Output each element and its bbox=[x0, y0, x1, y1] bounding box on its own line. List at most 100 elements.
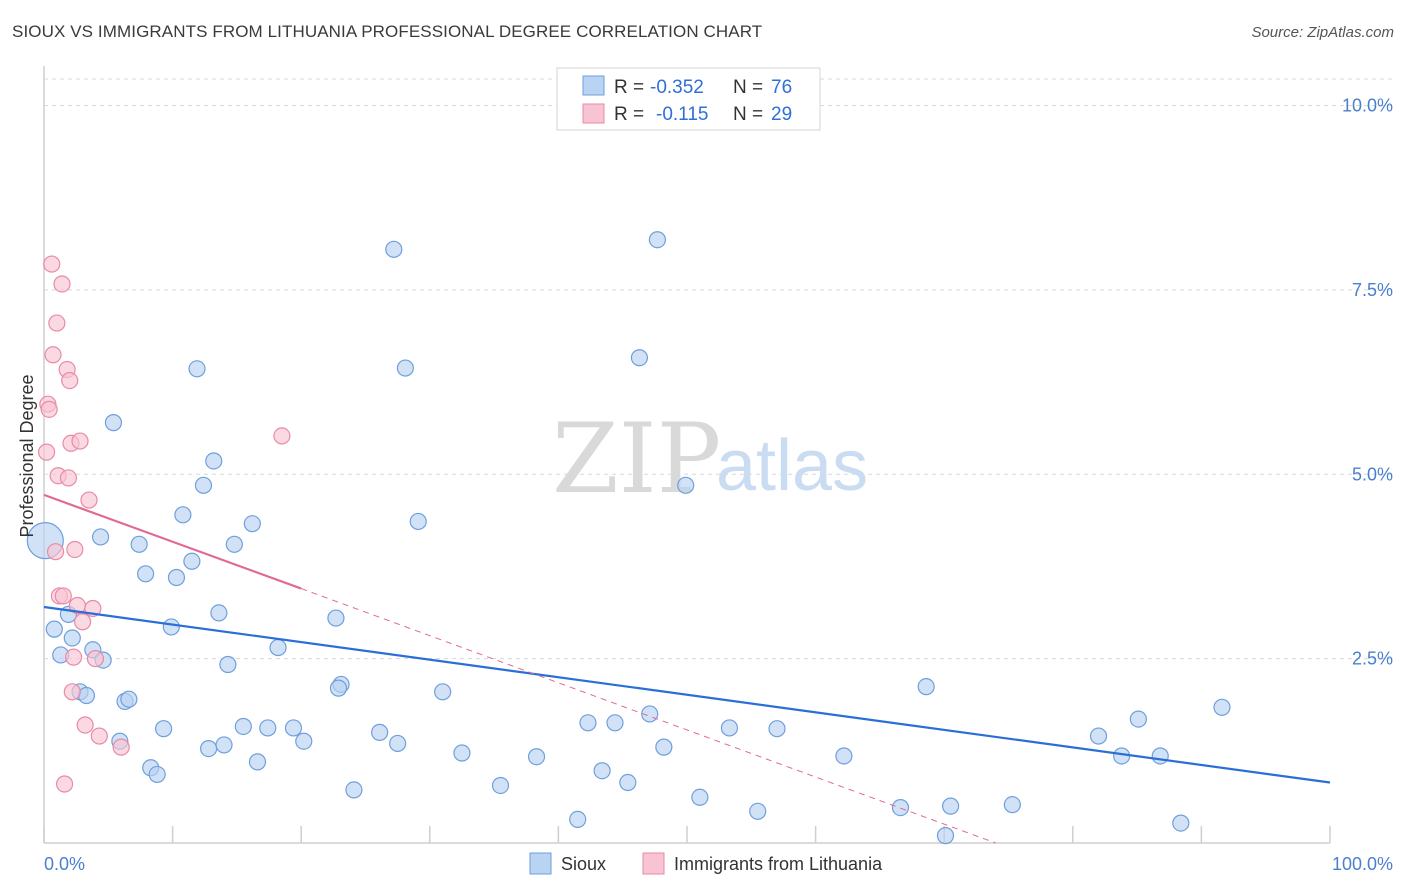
point-sioux-10 bbox=[104, 414, 123, 432]
y-tick-label-1: 5.0% bbox=[1352, 464, 1393, 484]
point-sioux-8 bbox=[91, 528, 110, 546]
point-sioux-44 bbox=[389, 734, 407, 753]
axes bbox=[43, 66, 1331, 844]
point-sioux-38 bbox=[327, 609, 345, 627]
point-sioux-14 bbox=[130, 535, 148, 553]
bottom-legend-swatch-sioux bbox=[529, 852, 552, 875]
point-lithuania-18 bbox=[66, 540, 84, 559]
point-sioux-15 bbox=[136, 565, 155, 583]
point-sioux-29 bbox=[219, 655, 237, 674]
bottom-legend-label-sioux: Sioux bbox=[561, 854, 606, 874]
point-lithuania-13 bbox=[59, 469, 78, 487]
point-sioux-48 bbox=[453, 744, 471, 762]
point-lithuania-16 bbox=[63, 683, 81, 701]
point-sioux-26 bbox=[205, 452, 223, 470]
point-sioux-47 bbox=[434, 683, 452, 701]
point-sioux-33 bbox=[248, 753, 267, 771]
point-sioux-34 bbox=[259, 719, 277, 737]
point-sioux-67 bbox=[917, 678, 935, 696]
point-sioux-17 bbox=[148, 765, 166, 784]
point-sioux-32 bbox=[243, 515, 261, 533]
bottom-legend-label-lithuania: Immigrants from Lithuania bbox=[674, 854, 883, 874]
point-sioux-19 bbox=[162, 618, 180, 636]
point-sioux-65 bbox=[835, 747, 853, 765]
point-sioux-55 bbox=[619, 773, 637, 792]
point-lithuania-10 bbox=[54, 587, 72, 605]
point-sioux-69 bbox=[942, 797, 960, 815]
point-sioux-70 bbox=[1003, 796, 1021, 814]
point-sioux-24 bbox=[194, 476, 213, 494]
point-lithuania-9 bbox=[53, 275, 71, 293]
point-sioux-59 bbox=[655, 738, 673, 756]
point-lithuania-6 bbox=[48, 314, 66, 332]
watermark: ZIP atlas bbox=[552, 403, 868, 515]
point-sioux-53 bbox=[593, 762, 611, 780]
legend-r-label-sioux: R = bbox=[614, 77, 644, 98]
point-lithuania-4 bbox=[44, 346, 62, 364]
point-sioux-13 bbox=[120, 690, 138, 708]
trend-line-lithuania-2 bbox=[301, 588, 996, 844]
point-lithuania-17 bbox=[64, 648, 83, 666]
legend-swatch-lithuania bbox=[582, 103, 605, 124]
point-sioux-42 bbox=[371, 723, 389, 741]
point-sioux-60 bbox=[677, 476, 695, 494]
point-sioux-76 bbox=[1213, 698, 1231, 716]
point-sioux-58 bbox=[648, 231, 667, 249]
point-sioux-63 bbox=[749, 802, 767, 820]
trend-line-lithuania-1 bbox=[43, 493, 302, 590]
bottom-legend-swatch-lithuania bbox=[642, 852, 665, 875]
point-sioux-36 bbox=[284, 719, 303, 737]
legend-r-label-lithuania: R = bbox=[614, 104, 644, 125]
point-sioux-61 bbox=[691, 788, 709, 806]
point-sioux-68 bbox=[936, 827, 955, 845]
point-sioux-62 bbox=[720, 719, 739, 737]
point-sioux-64 bbox=[768, 720, 786, 738]
point-sioux-50 bbox=[527, 748, 546, 766]
series-legend: Sioux Immigrants from Lithuania bbox=[529, 852, 883, 875]
point-sioux-74 bbox=[1151, 747, 1169, 765]
point-sioux-46 bbox=[409, 512, 427, 531]
point-sioux-56 bbox=[630, 349, 649, 367]
point-sioux-37 bbox=[295, 732, 313, 750]
point-sioux-71 bbox=[1089, 727, 1108, 745]
point-lithuania-26 bbox=[90, 727, 108, 745]
point-sioux-25 bbox=[200, 739, 218, 758]
point-lithuania-23 bbox=[80, 491, 98, 509]
point-sioux-28 bbox=[215, 736, 233, 754]
point-sioux-66 bbox=[891, 798, 910, 817]
legend-n-label-lithuania: N = bbox=[733, 104, 763, 125]
point-sioux-6 bbox=[77, 686, 96, 705]
x-tick-labels: 0.0% 100.0% bbox=[44, 854, 1393, 874]
y-tick-label-0: 2.5% bbox=[1352, 649, 1393, 669]
trend-lines bbox=[43, 493, 1331, 844]
point-sioux-52 bbox=[579, 714, 597, 732]
stats-legend: R = -0.352 N = 76 R = -0.115 N = 29 bbox=[556, 67, 821, 131]
point-sioux-35 bbox=[269, 638, 287, 657]
legend-r-value-sioux: -0.352 bbox=[650, 77, 704, 98]
point-lithuania-14 bbox=[61, 371, 79, 390]
legend-n-value-sioux: 76 bbox=[771, 77, 792, 98]
point-sioux-49 bbox=[491, 776, 510, 795]
point-sioux-22 bbox=[183, 552, 201, 570]
legend-r-value-lithuania: -0.115 bbox=[656, 104, 708, 125]
point-sioux-1 bbox=[45, 620, 63, 638]
point-lithuania-25 bbox=[86, 650, 105, 668]
point-lithuania-22 bbox=[76, 716, 94, 734]
point-sioux-27 bbox=[210, 604, 228, 622]
point-sioux-54 bbox=[606, 714, 624, 732]
point-sioux-30 bbox=[225, 535, 243, 553]
point-lithuania-5 bbox=[46, 543, 65, 561]
point-sioux-20 bbox=[167, 568, 186, 587]
point-lithuania-28 bbox=[273, 427, 291, 445]
point-sioux-51 bbox=[569, 810, 587, 829]
y-axis-title: Professional Degree bbox=[17, 374, 37, 537]
x-tick-label-max: 100.0% bbox=[1332, 854, 1393, 874]
point-lithuania-27 bbox=[112, 738, 130, 756]
y-tick-label-3: 10.0% bbox=[1342, 96, 1393, 116]
watermark-zip: ZIP bbox=[552, 403, 721, 515]
point-lithuania-0 bbox=[37, 443, 56, 461]
point-sioux-43 bbox=[385, 240, 403, 258]
y-tick-labels: 2.5% 5.0% 7.5% 10.0% bbox=[1342, 96, 1393, 669]
point-sioux-40 bbox=[329, 679, 348, 697]
point-lithuania-3 bbox=[43, 255, 61, 273]
